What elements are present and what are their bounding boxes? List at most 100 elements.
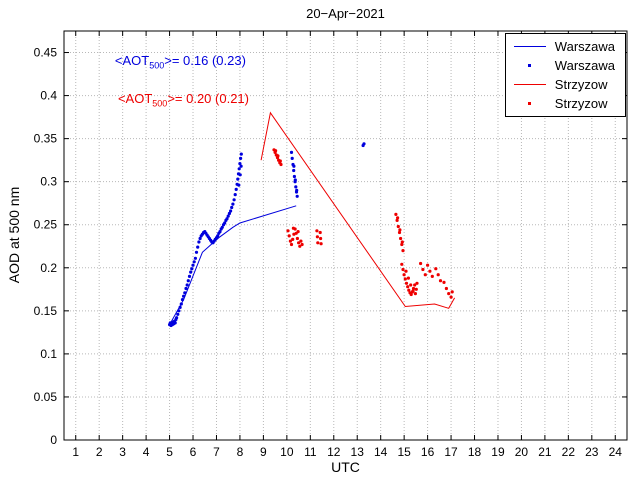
data-point [449, 295, 453, 299]
series-scatter-warszawa [168, 142, 366, 328]
data-point [180, 298, 185, 302]
data-point [426, 263, 430, 267]
y-tick-label: 0 [50, 433, 57, 447]
data-point [395, 218, 399, 222]
data-point [177, 309, 181, 313]
data-point [404, 281, 409, 285]
data-point [288, 239, 292, 243]
data-point [292, 168, 296, 173]
annotation-strzyzow-value: >= 0.20 (0.21) [167, 90, 249, 106]
annotation-strzyzow-prefix: <AOT [117, 90, 153, 106]
data-point [404, 269, 408, 273]
data-point [428, 269, 432, 273]
y-tick-label: 0.45 [34, 46, 58, 60]
data-point [316, 241, 320, 245]
legend-item-strzyzow: Strzyzow [506, 75, 625, 94]
data-point [296, 230, 300, 234]
x-tick-label: 14 [374, 445, 388, 459]
data-point [414, 287, 418, 291]
series-scatter-strzyzow [272, 148, 454, 299]
x-tick-label: 6 [190, 445, 197, 459]
data-point [286, 229, 290, 233]
data-point [315, 235, 319, 239]
y-tick-label: 0.4 [40, 89, 57, 103]
legend-item-warszawa: Warszawa [506, 56, 625, 75]
data-point [289, 150, 294, 154]
legend-dot-sample [512, 64, 548, 67]
data-point [238, 162, 242, 166]
annotation-warszawa-value: >= 0.16 (0.23) [164, 52, 246, 68]
data-point [415, 281, 419, 285]
data-point [287, 234, 291, 238]
data-point [421, 267, 425, 272]
axis-ticks: 1 2 3 4 5 6 7 8 9 10 11 12 13 14 15 16 17 18 19 20 21 22 23 240… [34, 31, 627, 459]
data-point [413, 292, 417, 296]
x-tick-label: 15 [397, 445, 411, 459]
dot-swatch [528, 102, 532, 105]
data-point [182, 294, 186, 298]
data-point [413, 283, 417, 287]
data-point [411, 289, 415, 293]
data-point [178, 305, 182, 309]
data-point [197, 240, 201, 244]
data-point [401, 249, 405, 253]
data-point [233, 193, 237, 197]
x-tick-label: 10 [280, 445, 294, 459]
data-point [183, 291, 187, 295]
data-point [362, 142, 366, 146]
y-tick-label: 0.05 [34, 390, 58, 404]
data-point [406, 285, 410, 289]
series-line-strzyzow [260, 111, 456, 309]
dot-swatch [528, 64, 532, 67]
data-point [223, 221, 227, 225]
data-point [295, 236, 299, 241]
y-axis-label: AOD at 500 nm [6, 186, 22, 284]
data-point [406, 276, 410, 280]
data-point [450, 290, 454, 294]
data-point [225, 217, 229, 221]
x-tick-label: 24 [609, 445, 623, 459]
data-point [291, 237, 295, 241]
x-tick-label: 9 [260, 445, 267, 459]
data-point [401, 267, 405, 272]
chart-title: 20−Apr−2021 [306, 6, 385, 21]
data-point [230, 205, 234, 210]
line-swatch [513, 46, 546, 47]
data-point [434, 267, 438, 271]
data-point [198, 236, 202, 241]
data-point [218, 230, 222, 234]
x-tick-label: 5 [166, 445, 173, 459]
x-tick-label: 18 [468, 445, 482, 459]
data-point [216, 234, 220, 238]
data-point [276, 154, 280, 158]
annotation-warszawa-mean: <AOT500>= 0.16 (0.23) [115, 53, 246, 71]
data-point [239, 156, 243, 160]
data-point [175, 316, 179, 320]
data-point [274, 149, 278, 153]
x-tick-label: 7 [213, 445, 220, 459]
legend-item-strzyzow: Strzyzow [506, 94, 625, 113]
x-tick-label: 17 [444, 445, 458, 459]
data-point [319, 236, 323, 241]
data-point [239, 152, 243, 156]
y-tick-label: 0.3 [40, 175, 57, 189]
series-line [260, 111, 456, 309]
y-tick-label: 0.35 [34, 132, 58, 146]
data-point [409, 292, 413, 297]
y-tick-label: 0.15 [34, 304, 58, 318]
data-point [179, 302, 183, 306]
data-point [430, 274, 434, 278]
data-point [279, 162, 283, 167]
data-point [400, 240, 404, 244]
data-point [194, 250, 199, 254]
data-point [294, 185, 298, 189]
data-point [190, 267, 194, 271]
data-point [409, 283, 413, 287]
data-point [186, 279, 190, 283]
data-point [193, 256, 197, 260]
data-point [173, 321, 177, 325]
data-point [397, 230, 402, 235]
y-tick-label: 0.25 [34, 218, 58, 232]
data-point [238, 173, 242, 177]
